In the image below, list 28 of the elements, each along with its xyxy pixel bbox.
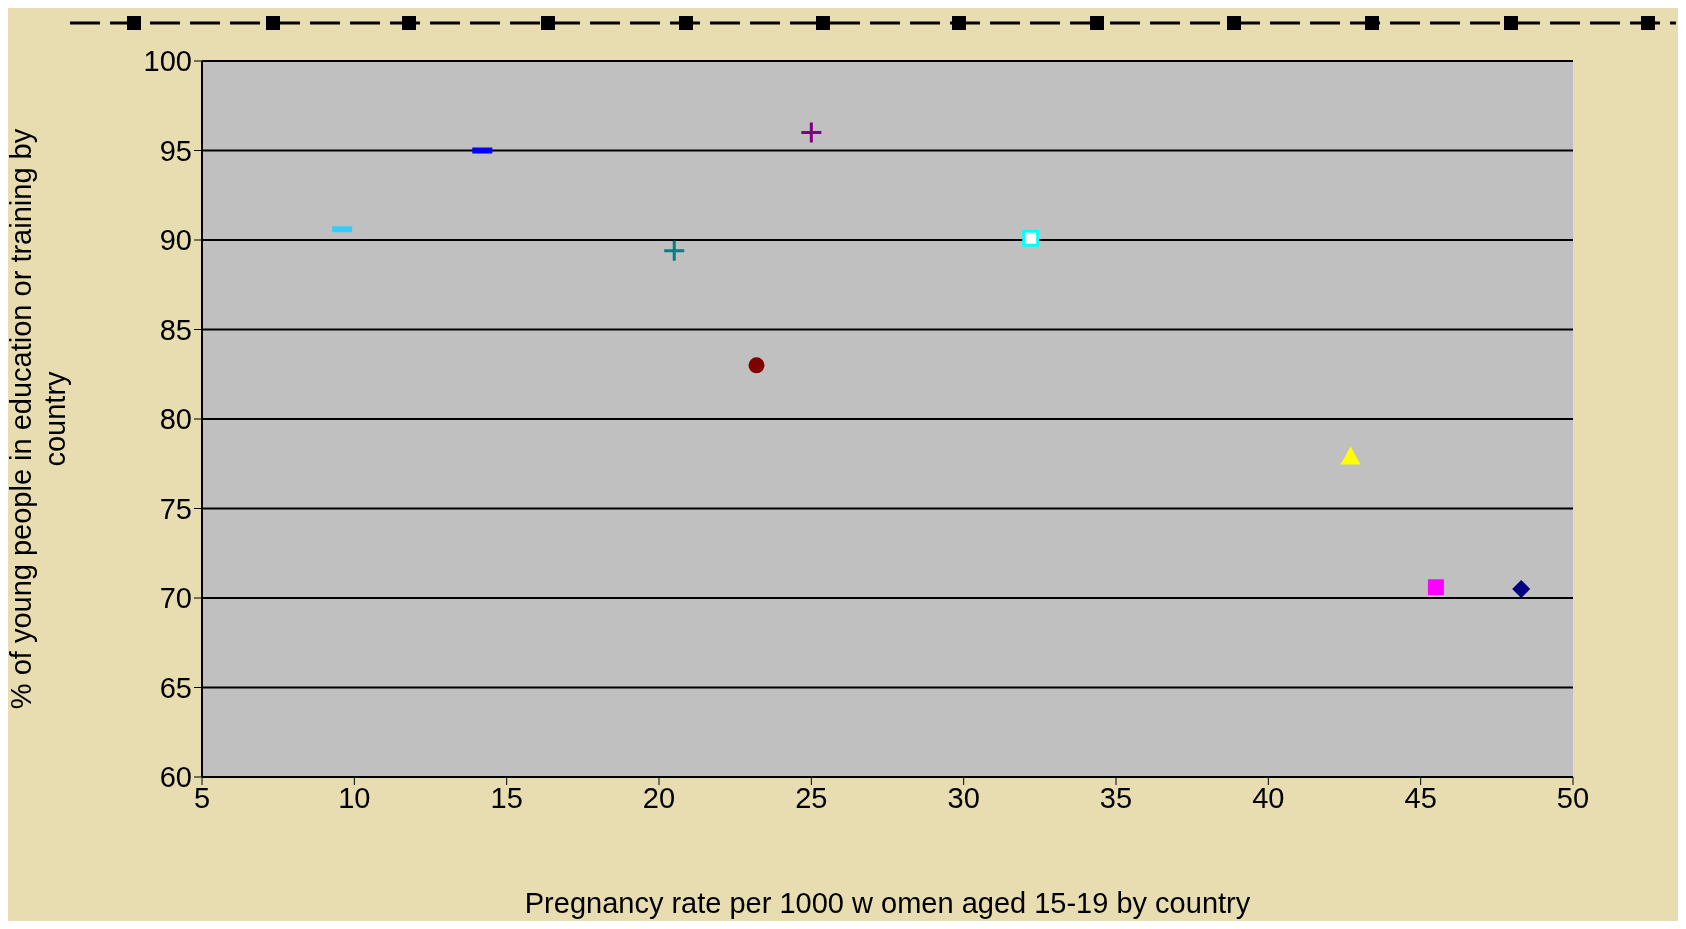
point — [1512, 580, 1531, 599]
y-tick-label: 60 — [159, 761, 192, 794]
x-tick-label: 20 — [642, 781, 676, 814]
x-tick-label: 30 — [947, 781, 980, 814]
x-tick-label: 35 — [1099, 781, 1133, 814]
y-tick-label: 95 — [159, 134, 192, 167]
x-tick-label: 25 — [795, 781, 828, 814]
point — [1427, 579, 1444, 596]
x-tick-label: 50 — [1556, 781, 1590, 814]
y-axis-title: % of young people in education or training by country — [5, 128, 71, 710]
point — [1022, 229, 1040, 247]
y-tick-label: 75 — [159, 492, 192, 525]
point — [1340, 446, 1361, 465]
x-tick-label: 15 — [490, 781, 523, 814]
y-tick-label: 85 — [159, 313, 192, 346]
y-tick-label: 65 — [159, 671, 192, 704]
x-tick-label: 40 — [1252, 781, 1285, 814]
y-tick-label: 80 — [159, 403, 192, 436]
point — [799, 121, 823, 145]
x-tick-label: 5 — [193, 781, 211, 814]
y-tick-label: 70 — [159, 582, 192, 615]
y-tick-label: 90 — [159, 224, 192, 257]
y-tick-label: 100 — [143, 45, 192, 78]
x-tick-label: 45 — [1404, 781, 1437, 814]
x-tick-label: 10 — [338, 781, 371, 814]
x-axis-title: Pregnancy rate per 1000 w omen aged 15-19 by country — [524, 887, 1251, 919]
point — [662, 239, 686, 263]
point — [748, 357, 765, 374]
